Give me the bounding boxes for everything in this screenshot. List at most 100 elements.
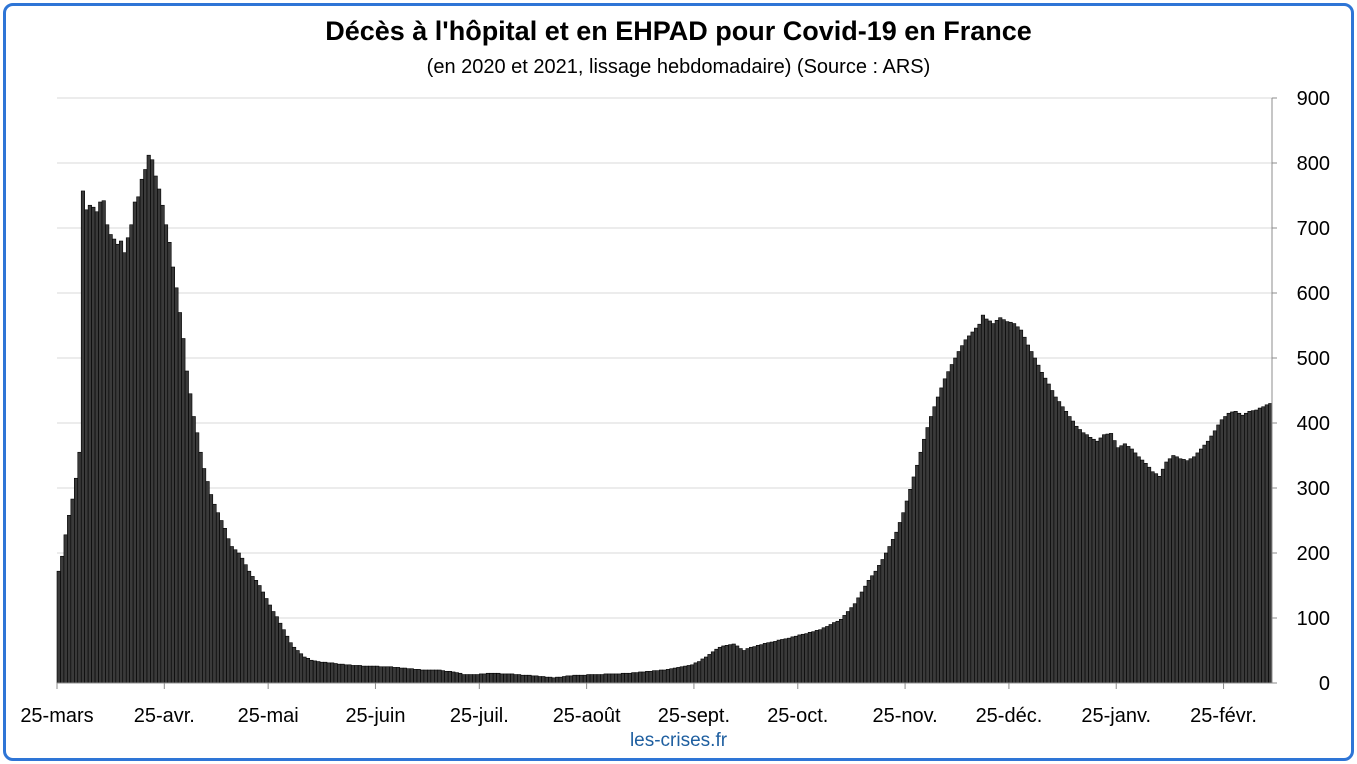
bar xyxy=(427,669,432,684)
bar xyxy=(447,670,452,684)
bar xyxy=(1205,440,1210,684)
bar xyxy=(517,674,522,684)
bar xyxy=(717,646,722,684)
bar xyxy=(105,224,110,684)
bar xyxy=(537,676,542,684)
bar xyxy=(994,319,999,684)
bar xyxy=(319,661,324,684)
bar xyxy=(143,169,148,684)
bar xyxy=(385,666,390,684)
bar xyxy=(1250,410,1255,684)
bar xyxy=(946,371,951,684)
bar xyxy=(164,224,169,684)
bar xyxy=(596,674,601,684)
bar xyxy=(1133,452,1138,684)
bar xyxy=(752,646,757,684)
bar xyxy=(794,635,799,684)
bar xyxy=(1160,468,1165,684)
bar xyxy=(1098,437,1103,684)
bar xyxy=(399,667,404,684)
bar xyxy=(859,591,864,684)
bar xyxy=(1247,410,1252,684)
bar xyxy=(541,676,546,684)
bar xyxy=(465,674,470,684)
bar xyxy=(94,211,99,684)
bar xyxy=(700,658,705,684)
bar xyxy=(586,674,591,684)
bar xyxy=(1136,456,1141,684)
bar xyxy=(548,676,553,684)
x-tick-label: 25-juil. xyxy=(450,705,509,727)
x-tick-label: 25-sept. xyxy=(658,705,730,727)
bar xyxy=(1060,406,1065,684)
bar xyxy=(361,665,366,684)
y-tick-label: 900 xyxy=(1297,88,1330,110)
bar xyxy=(402,667,407,684)
bar xyxy=(212,503,217,684)
bar xyxy=(1050,390,1055,684)
bar xyxy=(209,494,214,684)
bar xyxy=(139,178,144,684)
bar xyxy=(454,672,459,684)
bar xyxy=(503,673,508,684)
bar xyxy=(254,579,259,684)
bar xyxy=(728,644,733,684)
bar xyxy=(229,546,234,684)
y-tick-label: 0 xyxy=(1319,673,1330,695)
bar xyxy=(527,674,532,684)
bar xyxy=(749,646,754,684)
bar xyxy=(575,674,580,684)
bar xyxy=(437,669,442,684)
bar xyxy=(967,335,972,684)
bar xyxy=(915,464,920,684)
bar xyxy=(80,190,85,684)
bar xyxy=(818,629,823,684)
bar xyxy=(607,673,612,684)
bar xyxy=(1268,403,1273,684)
bar xyxy=(783,638,788,684)
bar xyxy=(188,393,193,684)
bar xyxy=(84,209,89,684)
bar xyxy=(953,357,958,684)
bar xyxy=(984,318,989,684)
bar xyxy=(510,673,515,684)
bar xyxy=(489,672,494,684)
bar xyxy=(1181,459,1186,684)
bar xyxy=(731,643,736,684)
bar xyxy=(271,611,276,684)
bar xyxy=(901,512,906,684)
bar xyxy=(787,637,792,684)
bar xyxy=(1212,430,1217,684)
bar xyxy=(1240,414,1245,684)
bar xyxy=(980,314,985,684)
bar xyxy=(1008,321,1013,684)
bar xyxy=(354,665,359,684)
bar xyxy=(828,624,833,684)
bar xyxy=(998,317,1003,684)
bar xyxy=(472,674,477,684)
bar xyxy=(1223,416,1228,684)
bar xyxy=(780,639,785,684)
bar xyxy=(665,669,670,684)
bar xyxy=(904,500,909,684)
bar xyxy=(274,616,279,684)
bar xyxy=(1150,471,1155,684)
bar xyxy=(67,514,72,684)
bar xyxy=(177,312,182,684)
bar xyxy=(762,643,767,684)
bar xyxy=(1164,461,1169,684)
bar xyxy=(1254,409,1259,684)
bar xyxy=(444,670,449,684)
bar xyxy=(1032,357,1037,684)
bar xyxy=(866,579,871,684)
bar xyxy=(887,546,892,684)
bar xyxy=(260,591,265,684)
bar xyxy=(181,338,186,684)
bar xyxy=(925,427,930,684)
bar xyxy=(440,670,445,684)
bar xyxy=(593,674,598,684)
bar xyxy=(312,660,317,684)
bar xyxy=(205,481,210,684)
bar xyxy=(1129,448,1134,684)
